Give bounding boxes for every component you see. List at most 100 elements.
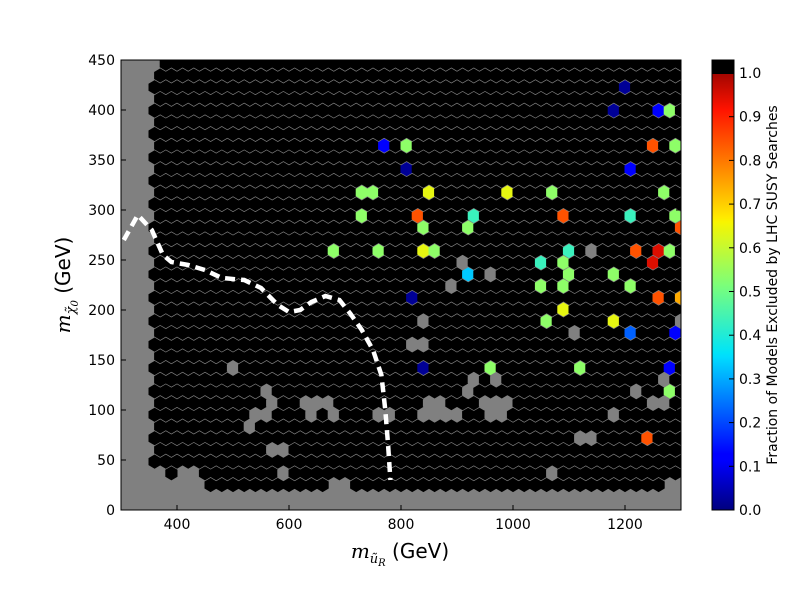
hex-cell bbox=[495, 197, 508, 212]
hex-cell bbox=[646, 138, 660, 153]
hex-cell bbox=[271, 60, 284, 71]
hex-cell bbox=[176, 396, 189, 411]
hex-cell bbox=[512, 208, 525, 223]
hex-cell bbox=[198, 68, 212, 83]
hex-cell bbox=[557, 68, 570, 83]
hex-cell bbox=[478, 349, 492, 364]
hex-cell bbox=[462, 290, 475, 305]
hex-cell bbox=[394, 267, 408, 282]
hex-cell bbox=[305, 407, 318, 422]
hex-cell bbox=[266, 138, 279, 153]
hex-cell bbox=[607, 173, 620, 188]
hex-cell bbox=[310, 232, 324, 247]
hex-cell bbox=[568, 396, 581, 411]
hex-cell bbox=[652, 103, 665, 118]
hex-cell bbox=[210, 372, 223, 387]
hex-cell bbox=[495, 477, 508, 493]
hex-cell bbox=[243, 208, 256, 223]
hex-cell bbox=[422, 466, 436, 481]
hex-cell bbox=[215, 360, 228, 376]
hex-cell bbox=[182, 60, 195, 71]
hex-cell bbox=[288, 185, 301, 200]
hex-cell bbox=[249, 384, 262, 399]
hex-cell bbox=[551, 477, 564, 493]
hex-cell bbox=[658, 349, 671, 364]
hex-cell bbox=[529, 243, 542, 259]
hex-cell bbox=[585, 173, 598, 188]
hex-cell bbox=[187, 68, 200, 83]
hex-cell bbox=[406, 103, 419, 118]
hex-cell bbox=[562, 477, 576, 493]
hex-cell bbox=[579, 442, 592, 457]
hex-cell bbox=[204, 360, 217, 376]
hex-cell bbox=[277, 325, 290, 340]
hex-cell bbox=[501, 419, 514, 434]
hex-cell bbox=[232, 68, 245, 83]
hex-cell bbox=[579, 162, 592, 177]
hex-cell bbox=[635, 115, 648, 130]
hex-cell bbox=[596, 337, 609, 352]
hex-cell bbox=[159, 454, 172, 469]
x-tick-label: 1200 bbox=[607, 517, 643, 533]
hex-cell bbox=[680, 71, 681, 80]
hex-cell bbox=[299, 162, 312, 177]
hex-cell bbox=[299, 372, 312, 387]
hex-cell bbox=[602, 138, 615, 153]
hex-cell bbox=[355, 396, 368, 411]
hex-cell bbox=[210, 162, 223, 177]
hex-cell bbox=[333, 255, 346, 270]
hex-cell bbox=[607, 103, 620, 118]
hex-cell bbox=[165, 302, 178, 317]
hex-cell bbox=[238, 290, 251, 305]
hex-cell bbox=[490, 68, 503, 83]
hex-cell bbox=[299, 68, 312, 83]
hex-cell bbox=[310, 372, 324, 387]
hex-cell bbox=[305, 384, 318, 399]
hex-cell bbox=[607, 220, 620, 235]
hex-cell bbox=[602, 396, 615, 411]
hex-cell bbox=[674, 103, 681, 118]
hex-cell bbox=[288, 396, 301, 411]
hex-cell bbox=[187, 162, 200, 177]
hex-cell bbox=[299, 279, 312, 294]
hex-cell bbox=[221, 466, 234, 481]
hex-cell bbox=[501, 162, 514, 177]
hex-cell bbox=[366, 396, 380, 411]
hex-cell bbox=[680, 212, 681, 220]
hex-cell bbox=[624, 372, 637, 387]
hex-cell bbox=[568, 138, 581, 153]
hex-cell bbox=[232, 279, 245, 294]
hex-cell bbox=[674, 60, 681, 71]
hex-cell bbox=[512, 302, 525, 317]
hex-cell bbox=[618, 337, 632, 352]
hex-cell bbox=[316, 173, 329, 188]
hex-cell bbox=[366, 185, 380, 200]
hex-cell bbox=[434, 442, 447, 457]
hex-cell bbox=[389, 138, 402, 153]
hex-cell bbox=[210, 208, 223, 223]
hex-cell bbox=[518, 243, 531, 259]
hex-cell bbox=[680, 282, 681, 290]
hex-cell bbox=[579, 466, 592, 481]
hex-cell bbox=[523, 302, 536, 317]
hex-cell bbox=[428, 60, 441, 71]
hex-cell bbox=[254, 162, 268, 177]
hex-cell bbox=[355, 138, 368, 153]
hex-cell bbox=[478, 115, 492, 130]
hex-cell bbox=[294, 407, 307, 422]
hex-cell bbox=[165, 232, 178, 247]
hex-cell bbox=[439, 150, 452, 165]
hex-cell bbox=[400, 232, 413, 247]
hex-cell bbox=[406, 197, 419, 212]
hex-cell bbox=[394, 407, 408, 422]
hex-cell bbox=[501, 396, 514, 411]
hex-cell bbox=[271, 173, 284, 188]
hex-cell bbox=[294, 431, 307, 446]
hex-cell bbox=[635, 162, 648, 177]
hex-cell bbox=[596, 477, 609, 493]
hex-cell bbox=[232, 302, 245, 317]
hex-cell bbox=[646, 115, 660, 130]
hex-cell bbox=[310, 396, 324, 411]
hex-cell bbox=[551, 454, 564, 469]
hex-cell bbox=[692, 92, 704, 106]
